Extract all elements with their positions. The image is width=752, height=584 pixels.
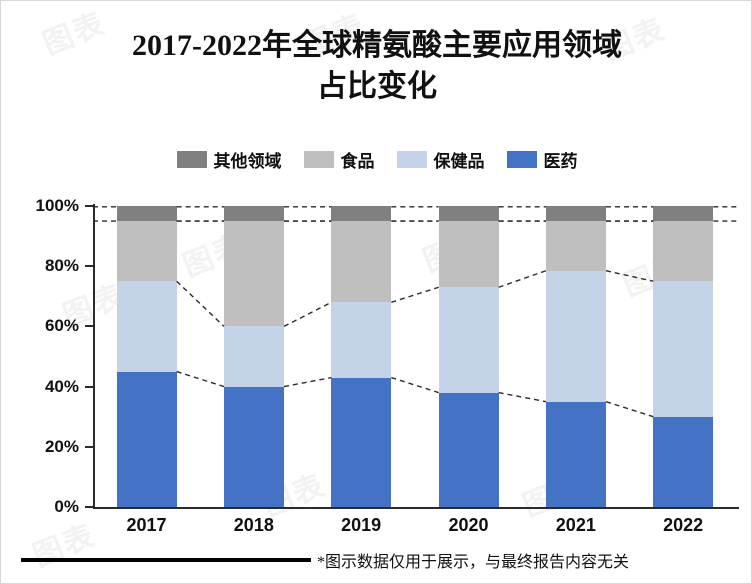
x-tick-label: 2022 xyxy=(663,515,704,535)
bar-segment[interactable] xyxy=(546,221,606,271)
bar-segment[interactable] xyxy=(546,401,606,507)
footer-divider xyxy=(21,558,311,562)
legend-swatch-3 xyxy=(506,151,537,168)
y-tick-mark xyxy=(85,385,93,388)
bar-segment[interactable] xyxy=(224,326,284,387)
bar-segment[interactable] xyxy=(438,221,499,288)
chart-legend: 其他领域 食品 保健品 医药 xyxy=(1,147,751,172)
y-tick-mark xyxy=(85,506,93,508)
bar-group[interactable] xyxy=(546,206,606,507)
y-tick-mark xyxy=(85,325,93,328)
legend-label: 食品 xyxy=(340,152,375,171)
x-tick-label: 2019 xyxy=(341,515,382,535)
x-tick-label: 2021 xyxy=(555,515,596,535)
bar-segment[interactable] xyxy=(116,206,177,222)
y-tick-label: 80% xyxy=(44,256,79,276)
bar-group[interactable] xyxy=(224,206,284,507)
footer-note: *图示数据仅用于展示，与最终报告内容无关 xyxy=(317,554,630,571)
plot-area xyxy=(93,206,737,507)
bar-segment[interactable] xyxy=(224,221,284,327)
bar-segment[interactable] xyxy=(331,302,392,378)
bar-group[interactable] xyxy=(116,206,177,507)
title-line-1: 2017-2022年全球精氨酸主要应用领域 xyxy=(132,29,622,62)
bar-segment[interactable] xyxy=(331,221,392,303)
y-tick-label: 60% xyxy=(44,316,79,336)
page-title: 2017-2022年全球精氨酸主要应用领域 占比变化 xyxy=(37,25,717,108)
legend-swatch-2 xyxy=(396,151,427,168)
bar-segment[interactable] xyxy=(653,416,714,507)
legend-item[interactable]: 其他领域 xyxy=(176,147,282,172)
bar-segment[interactable] xyxy=(224,386,284,507)
x-tick-label: 2018 xyxy=(233,515,274,535)
bar-segment[interactable] xyxy=(331,377,392,507)
bar-segment[interactable] xyxy=(653,221,714,282)
legend-item[interactable]: 医药 xyxy=(506,147,578,172)
y-tick-label: 0% xyxy=(54,497,79,516)
bar-segment[interactable] xyxy=(438,206,499,222)
legend-label: 其他领域 xyxy=(213,152,282,171)
y-tick-mark xyxy=(85,445,93,448)
legend-label: 医药 xyxy=(543,152,578,171)
bar-group[interactable] xyxy=(438,206,499,507)
y-tick-mark xyxy=(85,265,93,268)
y-axis-line xyxy=(93,204,95,509)
bar-segment[interactable] xyxy=(116,371,177,507)
y-tick-label: 100% xyxy=(35,196,79,215)
x-axis-line xyxy=(93,507,739,509)
bar-group[interactable] xyxy=(653,206,714,507)
bar-segment[interactable] xyxy=(546,206,606,222)
bar-segment[interactable] xyxy=(224,206,284,222)
bar-segment[interactable] xyxy=(438,287,499,393)
bar-segment[interactable] xyxy=(653,206,714,222)
legend-swatch-1 xyxy=(303,151,334,168)
bar-segment[interactable] xyxy=(116,221,177,282)
bar-segment[interactable] xyxy=(546,270,606,402)
x-tick-label: 2020 xyxy=(448,515,489,535)
bar-segment[interactable] xyxy=(653,281,714,417)
x-tick-label: 2017 xyxy=(126,515,167,535)
bar-segment[interactable] xyxy=(331,206,392,222)
bar-segment[interactable] xyxy=(116,281,177,372)
bar-group[interactable] xyxy=(331,206,392,507)
bar-segment[interactable] xyxy=(438,392,499,507)
watermark: 图表 xyxy=(28,518,101,574)
legend-item[interactable]: 保健品 xyxy=(396,147,485,172)
legend-label: 保健品 xyxy=(433,152,485,171)
y-tick-label: 40% xyxy=(44,376,79,396)
y-tick-label: 20% xyxy=(44,436,79,456)
title-line-2: 占比变化 xyxy=(317,70,437,104)
legend-swatch-0 xyxy=(176,151,207,168)
legend-item[interactable]: 食品 xyxy=(303,147,375,172)
y-tick-mark xyxy=(85,205,93,207)
